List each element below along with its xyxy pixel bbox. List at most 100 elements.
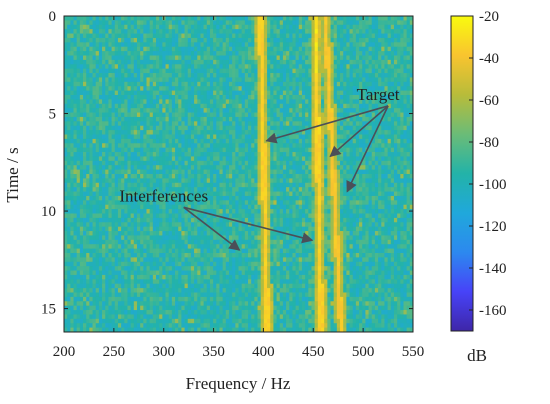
heatmap-cell [168,103,173,109]
heatmap-cell [248,191,252,197]
heatmap-cell [133,29,138,34]
heatmap-cell [165,143,170,149]
heatmap-cell [184,160,189,166]
heatmap-cell [343,77,347,83]
heatmap-cell [336,121,341,127]
heatmap-cell [216,138,220,144]
heatmap-cell [305,204,309,210]
heatmap-cell [225,121,230,127]
heatmap-cell [232,90,236,96]
heatmap-cell [219,42,224,48]
heatmap-cell [384,86,389,92]
heatmap-cell [206,29,211,34]
heatmap-cell [359,116,363,122]
heatmap-cell [393,29,398,34]
heatmap-cell [393,55,398,61]
heatmap-cell [95,95,100,100]
heatmap-cell [165,51,170,56]
heatmap-cell [232,95,236,100]
heatmap-cell [206,182,211,188]
heatmap-cell [86,130,90,135]
heatmap-cell [206,33,211,39]
heatmap-cell [175,156,179,162]
heatmap-cell [241,42,246,48]
heatmap-cell [222,182,227,188]
heatmap-cell [197,156,201,162]
heatmap-cell [400,59,404,65]
heatmap-cell [371,73,376,78]
heatmap-cell [136,213,141,219]
heatmap-cell [371,200,376,206]
heatmap-cell [83,209,87,214]
heatmap-cell [355,55,360,61]
heatmap-cell [216,33,220,39]
heatmap-cell [146,209,151,214]
heatmap-cell [235,68,239,74]
heatmap-cell [203,99,208,105]
heatmap-cell [203,108,208,113]
heatmap-cell [228,134,233,140]
heatmap-cell [295,204,300,210]
heatmap-cell [286,125,290,131]
heatmap-cell [276,46,281,52]
heatmap-cell [346,112,350,118]
heatmap-cell [235,160,239,166]
heatmap-cell [228,169,233,175]
heatmap-cell [222,16,227,21]
heatmap-cell [187,90,192,96]
heatmap-cell [393,51,398,56]
heatmap-cell [355,42,360,48]
heatmap-cell [368,90,373,96]
heatmap-cell [378,103,382,109]
heatmap-cell [232,191,236,197]
heatmap-cell [83,103,87,109]
heatmap-cell [397,95,401,100]
heatmap-cell [359,73,363,78]
heatmap-cell [409,195,413,201]
heatmap-cell [197,160,201,166]
heatmap-cell [73,99,78,105]
heatmap-cell [133,187,138,192]
heatmap-cell [83,46,87,52]
heatmap-cell [156,112,160,118]
heatmap-cell [95,169,100,175]
heatmap-cell [225,187,230,192]
heatmap-cell [92,86,97,92]
heatmap-cell [105,77,109,83]
heatmap-cell [225,138,230,144]
heatmap-cell [200,103,204,109]
heatmap-cell [381,182,385,188]
heatmap-cell [219,200,224,206]
heatmap-cell [244,195,249,201]
heatmap-cell [121,42,125,48]
heatmap-cell [305,147,309,153]
heatmap-cell [352,169,357,175]
heatmap-cell [156,160,160,166]
heatmap-cell [362,125,366,131]
heatmap-cell [305,68,309,74]
heatmap-cell [330,138,335,144]
heatmap-cell [105,81,109,87]
heatmap-cell [86,20,90,26]
heatmap-cell [184,134,189,140]
heatmap-cell [194,169,198,175]
heatmap-cell [336,108,341,113]
heatmap-cell [70,46,74,52]
heatmap-cell [260,95,265,100]
heatmap-cell [362,68,366,74]
heatmap-cell [209,160,214,166]
heatmap-cell [124,121,128,127]
heatmap-cell [365,191,369,197]
heatmap-cell [143,187,147,192]
heatmap-cell [343,90,347,96]
heatmap-cell [197,77,201,83]
heatmap-cell [178,95,182,100]
heatmap-cell [152,46,157,52]
heatmap-cell [228,209,233,214]
heatmap-cell [327,90,331,96]
heatmap-cell [136,46,141,52]
heatmap-cell [254,143,258,149]
heatmap-cell [159,138,163,144]
heatmap-cell [317,143,322,149]
heatmap-cell [219,209,224,214]
